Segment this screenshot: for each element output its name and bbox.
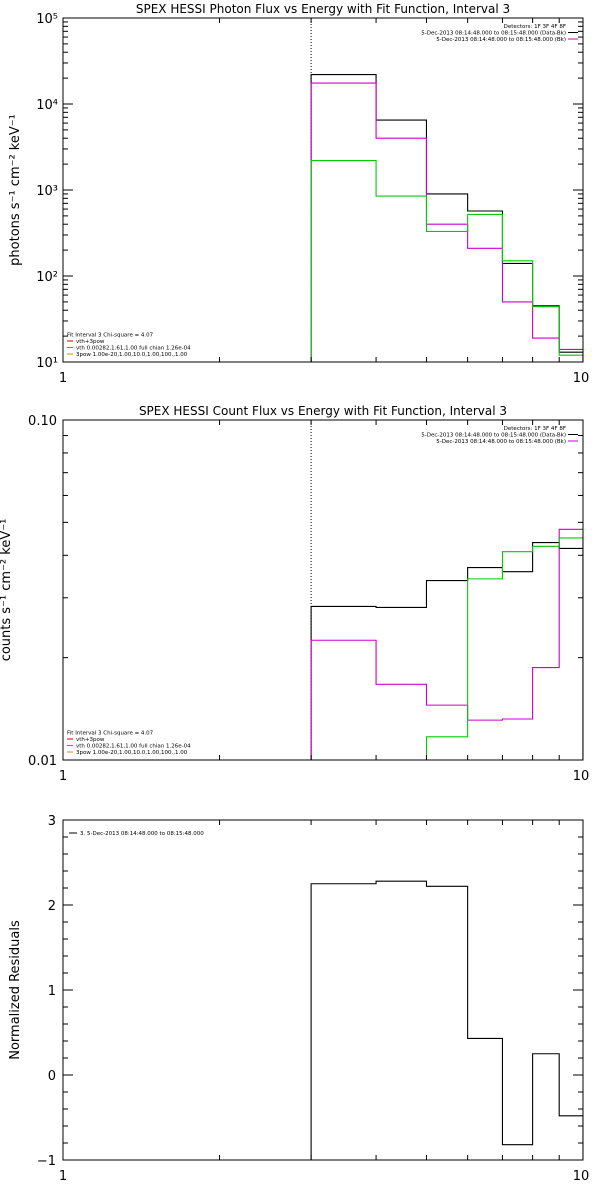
y-tick-label: 10³ <box>36 184 58 199</box>
legend-label: 5-Dec-2013 08:14:48.000 to 08:15:48.000 … <box>436 37 566 43</box>
legend-label: 3. 5-Dec-2013 08:14:48.000 to 08:15:48.0… <box>80 831 204 837</box>
legend-label: Fit Interval 3 Chi-square = 4.07 <box>67 731 154 737</box>
plot-frame <box>62 819 584 1161</box>
legend-top-right: Detectors: 1F 3F 4F 8F5-Dec-2013 08:14:4… <box>421 24 578 43</box>
x-tick-label: 1 <box>59 371 67 386</box>
y-tick-label: 10⁵ <box>36 12 58 27</box>
y-tick-label: 10¹ <box>36 356 58 371</box>
x-tick-label: 1 <box>59 769 67 784</box>
plot-frame <box>62 17 584 363</box>
y-axis-ticks <box>63 419 583 761</box>
legend-label: vth 0.00282,1.61,1.00 full chian 1.26e-0… <box>76 346 191 352</box>
legend-label: 3pow 1.00e-20,1.00,10.0,1.00,100.,1.00 <box>76 750 188 756</box>
x-tick-label: 10 <box>573 371 590 386</box>
y-axis-label: photons s⁻¹ cm⁻² keV⁻¹ <box>8 114 23 266</box>
panel-1: SPEX HESSI Photon Flux vs Energy with Fi… <box>8 2 589 386</box>
legend-bottom-left: Fit Interval 3 Chi-square = 4.07vth+3pow… <box>67 731 191 756</box>
chart-title: SPEX HESSI Count Flux vs Energy with Fit… <box>139 404 507 418</box>
legend-label: 3pow 1.00e-20,1.00,10.0,1.00,100.,1.00 <box>76 352 188 358</box>
legend-top-left: 3. 5-Dec-2013 08:14:48.000 to 08:15:48.0… <box>69 831 204 837</box>
legend-label: 5-Dec-2013 08:14:48.000 to 08:15:48.000 … <box>421 31 566 37</box>
y-axis-ticks <box>63 819 583 1161</box>
y-tick-label: 0 <box>48 1069 56 1084</box>
series-line-1 <box>310 880 583 1160</box>
y-tick-label: 10⁴ <box>36 98 58 113</box>
legend-top-right: Detectors: 1F 3F 4F 8F5-Dec-2013 08:14:4… <box>421 426 578 445</box>
plot-frame <box>62 419 584 761</box>
x-tick-label: 10 <box>573 1169 590 1184</box>
legend-label: 5-Dec-2013 08:14:48.000 to 08:15:48.000 … <box>436 439 566 445</box>
chart-title: SPEX HESSI Photon Flux vs Energy with Fi… <box>136 2 510 16</box>
legend-label: vth 0.00282,1.61,1.00 full chian 1.26e-0… <box>76 744 191 750</box>
legend-bottom-left: Fit Interval 3 Chi-square = 4.07vth+3pow… <box>67 333 191 358</box>
y-tick-label: 0.01 <box>28 754 57 769</box>
legend-label: Detectors: 1F 3F 4F 8F <box>504 24 566 30</box>
y-tick-label: −1 <box>37 1154 56 1169</box>
plot-area <box>310 420 583 760</box>
legend-label: vth+3pow <box>76 737 105 743</box>
panel-2: SPEX HESSI Count Flux vs Energy with Fit… <box>0 404 589 784</box>
series-line-2 <box>310 528 583 760</box>
y-tick-label: 2 <box>48 899 56 914</box>
x-axis-ticks <box>62 820 584 1160</box>
legend-label: Detectors: 1F 3F 4F 8F <box>504 426 566 432</box>
y-axis-ticks <box>63 17 583 363</box>
y-tick-label: 3 <box>48 814 56 829</box>
series-line-1 <box>310 74 583 362</box>
legend-label: Fit Interval 3 Chi-square = 4.07 <box>67 333 154 339</box>
y-tick-label: 10² <box>36 270 58 285</box>
series-line-2 <box>310 82 583 362</box>
x-axis-ticks <box>62 420 584 760</box>
legend-label: vth+3pow <box>76 339 105 345</box>
series-line-3 <box>310 160 583 362</box>
y-axis-label: counts s⁻¹ cm⁻² keV⁻¹ <box>0 519 14 662</box>
y-tick-label: 1 <box>48 984 56 999</box>
panel-3: Normalized Residuals 1 10 −1 0 1 2 3 3. 5-Dec-20… <box>8 814 589 1184</box>
x-axis-ticks <box>62 18 584 362</box>
plot-area <box>310 18 583 362</box>
series-line-1 <box>310 542 583 760</box>
x-tick-label: 1 <box>59 1169 67 1184</box>
legend-label: 5-Dec-2013 08:14:48.000 to 08:15:48.000 … <box>421 433 566 439</box>
series-line-3 <box>425 537 583 760</box>
y-tick-label: 0.10 <box>28 414 57 429</box>
plot-area <box>310 880 583 1160</box>
y-axis-label: Normalized Residuals <box>8 920 23 1060</box>
x-tick-label: 10 <box>573 769 590 784</box>
